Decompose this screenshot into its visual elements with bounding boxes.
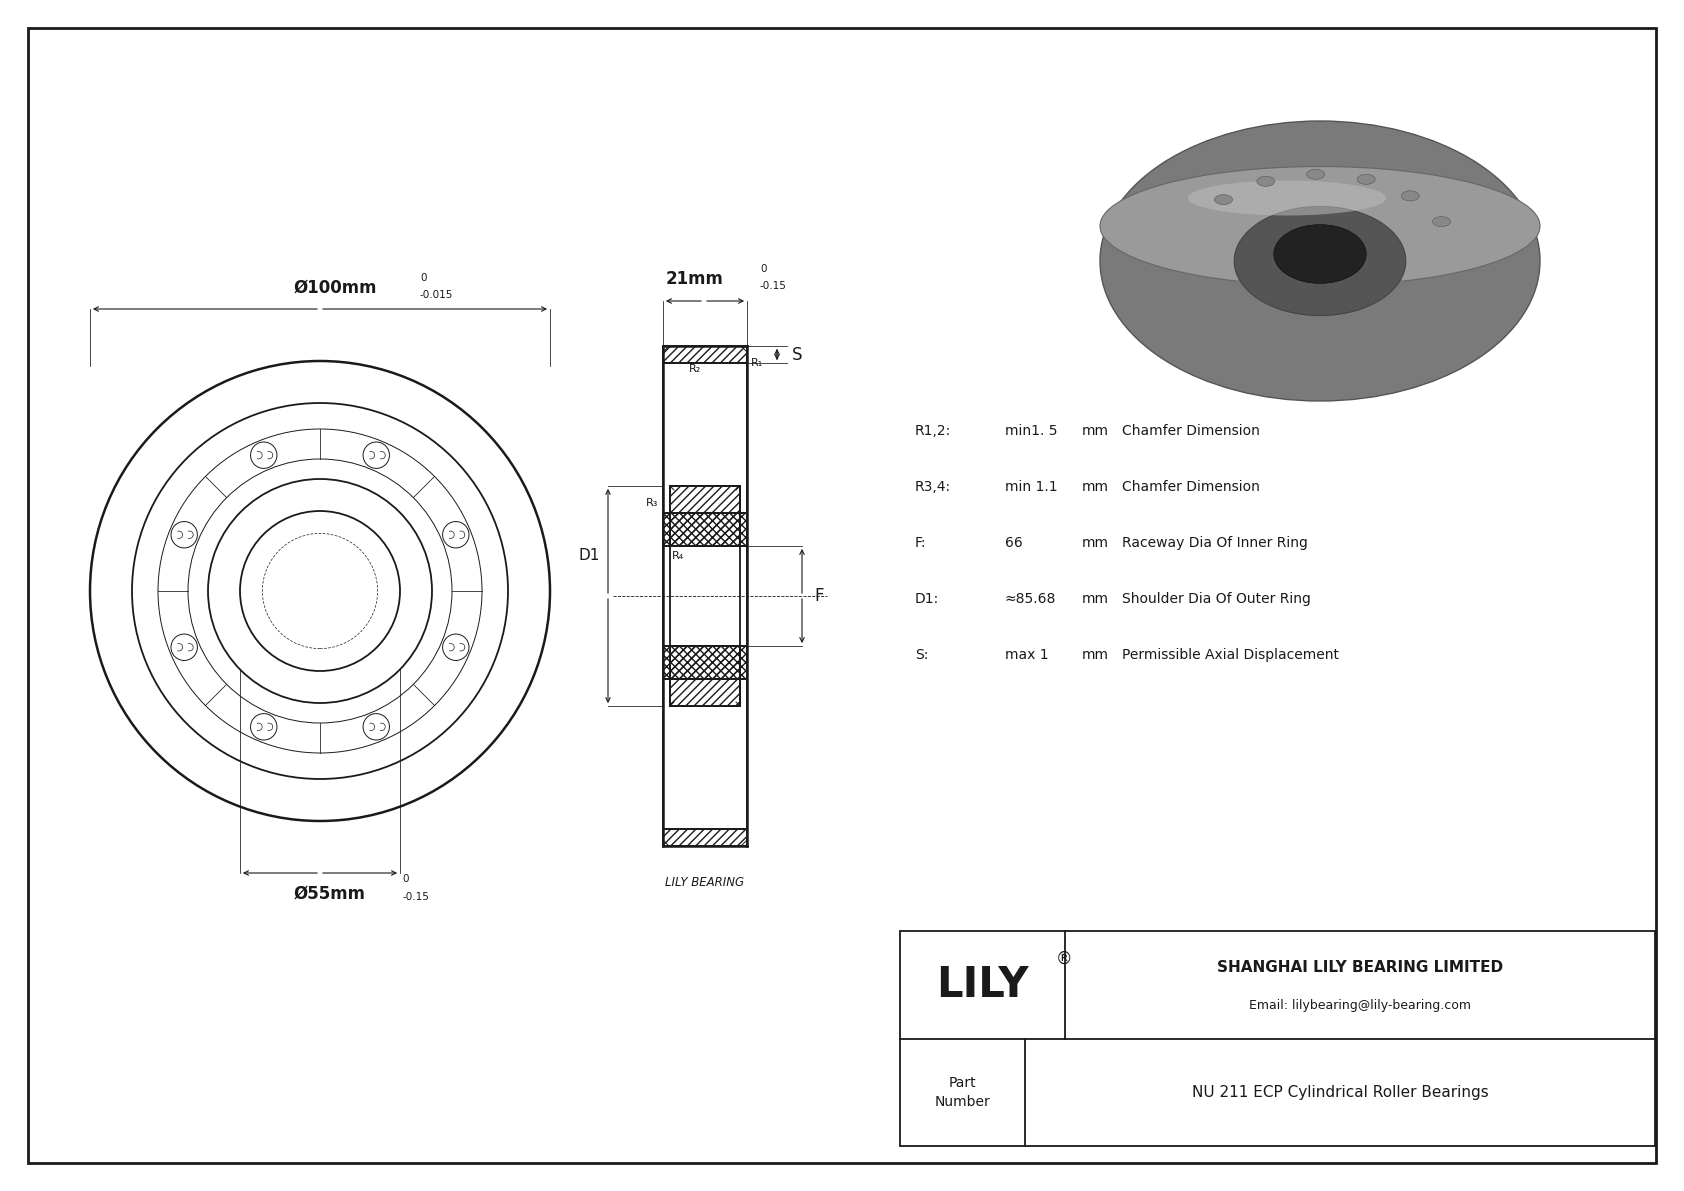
Text: 0: 0 [759, 264, 766, 274]
Ellipse shape [1234, 206, 1406, 316]
Polygon shape [739, 646, 748, 679]
Text: S:: S: [914, 648, 928, 662]
Bar [899, 931, 1655, 1146]
Text: R₄: R₄ [672, 551, 684, 561]
Text: Ø100mm: Ø100mm [293, 279, 377, 297]
Text: Part
Number: Part Number [935, 1075, 990, 1109]
Text: SHANGHAI LILY BEARING LIMITED: SHANGHAI LILY BEARING LIMITED [1218, 960, 1504, 974]
Text: mm: mm [1083, 480, 1110, 494]
Text: 0: 0 [419, 273, 426, 283]
Text: mm: mm [1083, 424, 1110, 438]
Text: -0.15: -0.15 [759, 281, 786, 291]
Text: -0.15: -0.15 [402, 892, 429, 902]
Text: NU 211 ECP Cylindrical Roller Bearings: NU 211 ECP Cylindrical Roller Bearings [1192, 1085, 1489, 1100]
Ellipse shape [1214, 194, 1233, 205]
Text: -0.015: -0.015 [419, 289, 453, 300]
Text: Raceway Dia Of Inner Ring: Raceway Dia Of Inner Ring [1122, 536, 1308, 550]
Text: R₂: R₂ [689, 364, 701, 374]
Text: Email: lilybearing@lily-bearing.com: Email: lilybearing@lily-bearing.com [1250, 998, 1472, 1011]
Text: R₁: R₁ [751, 358, 763, 368]
Polygon shape [663, 646, 670, 679]
Text: D1:: D1: [914, 592, 940, 606]
Text: 21mm: 21mm [667, 270, 724, 288]
Text: F: F [813, 587, 823, 605]
Polygon shape [670, 646, 739, 706]
Polygon shape [663, 513, 670, 545]
Polygon shape [663, 347, 748, 363]
Text: 66: 66 [1005, 536, 1022, 550]
Text: F:: F: [914, 536, 926, 550]
Polygon shape [663, 829, 748, 846]
Text: LILY BEARING: LILY BEARING [665, 877, 744, 888]
Text: D1: D1 [579, 549, 600, 563]
Text: min 1.1: min 1.1 [1005, 480, 1058, 494]
Ellipse shape [1401, 191, 1420, 201]
Text: Chamfer Dimension: Chamfer Dimension [1122, 424, 1260, 438]
Text: min1. 5: min1. 5 [1005, 424, 1058, 438]
Ellipse shape [1357, 174, 1376, 185]
Text: LILY: LILY [936, 964, 1029, 1006]
Text: Chamfer Dimension: Chamfer Dimension [1122, 480, 1260, 494]
Text: mm: mm [1083, 648, 1110, 662]
Text: Permissible Axial Displacement: Permissible Axial Displacement [1122, 648, 1339, 662]
Ellipse shape [1256, 176, 1275, 186]
Polygon shape [670, 486, 739, 545]
Polygon shape [670, 513, 739, 545]
Text: Shoulder Dia Of Outer Ring: Shoulder Dia Of Outer Ring [1122, 592, 1310, 606]
Text: S: S [791, 345, 803, 363]
Text: mm: mm [1083, 592, 1110, 606]
Text: R₃: R₃ [645, 498, 658, 509]
Ellipse shape [1433, 217, 1450, 226]
Text: ≈85.68: ≈85.68 [1005, 592, 1056, 606]
Text: R1,2:: R1,2: [914, 424, 951, 438]
Text: mm: mm [1083, 536, 1110, 550]
Ellipse shape [1187, 181, 1386, 216]
Polygon shape [739, 513, 748, 545]
Ellipse shape [1100, 167, 1539, 286]
Polygon shape [670, 646, 739, 679]
Ellipse shape [1307, 169, 1325, 179]
Text: max 1: max 1 [1005, 648, 1049, 662]
Ellipse shape [1273, 225, 1366, 283]
Text: Ø55mm: Ø55mm [295, 885, 365, 903]
Text: R3,4:: R3,4: [914, 480, 951, 494]
Ellipse shape [1100, 121, 1539, 401]
Text: ®: ® [1056, 950, 1073, 968]
Text: 0: 0 [402, 874, 409, 884]
